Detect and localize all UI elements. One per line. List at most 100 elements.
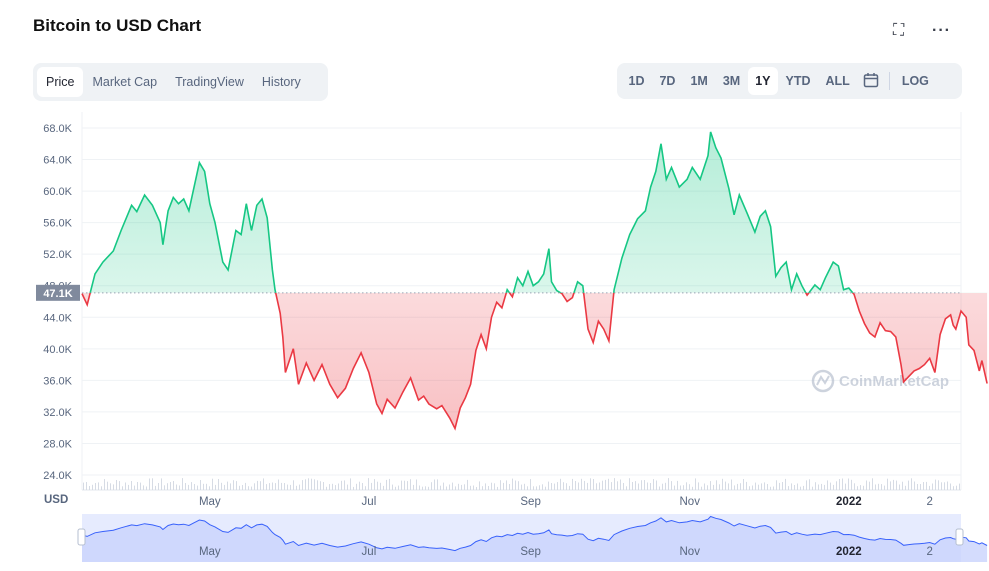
data-point <box>85 303 89 307</box>
volume-bar <box>473 485 474 490</box>
expand-icon[interactable]: ⛶ <box>893 22 905 39</box>
volume-bar <box>953 486 954 490</box>
range-ytd-button[interactable]: YTD <box>785 74 811 88</box>
y-axis-labels: 24.0K28.0K32.0K36.0K40.0K44.0K48.0K52.0K… <box>43 123 72 482</box>
log-scale-button[interactable]: LOG <box>901 74 929 88</box>
data-point <box>873 335 877 339</box>
volume-bar <box>179 485 180 490</box>
volume-bar <box>500 480 501 490</box>
volume-bar <box>329 484 330 490</box>
data-point <box>505 288 509 292</box>
volume-bar <box>419 485 420 490</box>
range-all-button[interactable]: ALL <box>825 74 850 88</box>
data-point <box>670 165 674 169</box>
volume-bar <box>503 482 504 490</box>
data-point <box>612 288 616 292</box>
data-point <box>620 256 624 260</box>
volume-bar <box>746 481 747 490</box>
volume-bar <box>272 482 273 490</box>
volume-bar <box>947 481 948 490</box>
volume-bar <box>620 479 621 490</box>
baseline-badge: 47.1K <box>36 284 80 301</box>
volume-bar <box>209 486 210 490</box>
data-point <box>917 367 921 371</box>
navigator-right-handle[interactable] <box>955 528 964 546</box>
volume-bar <box>959 483 960 490</box>
data-point <box>80 292 84 296</box>
data-point <box>847 286 851 290</box>
volume-bar <box>248 486 249 490</box>
data-point <box>393 406 397 410</box>
data-point <box>753 230 757 234</box>
volume-bar <box>242 485 243 490</box>
volume-bar <box>479 481 480 490</box>
range-1d-button[interactable]: 1D <box>628 74 645 88</box>
volume-bar <box>644 480 645 490</box>
volume-bar <box>206 483 207 490</box>
volume-bar <box>431 482 432 490</box>
volume-bar <box>752 485 753 490</box>
range-1m-button[interactable]: 1M <box>690 74 708 88</box>
volume-bar <box>125 482 126 490</box>
tab-tradingview[interactable]: TradingView <box>175 75 244 89</box>
volume-bar <box>710 481 711 490</box>
volume-bar <box>764 482 765 490</box>
data-point <box>401 390 405 394</box>
volume-bar <box>428 486 429 490</box>
separator <box>889 72 891 90</box>
data-point <box>171 195 175 199</box>
volume-bar <box>305 479 306 490</box>
navigator-left-handle[interactable] <box>77 528 86 546</box>
volume-bar <box>578 482 579 490</box>
volume-bar <box>932 483 933 490</box>
data-point <box>972 348 976 352</box>
volume-bar <box>599 482 600 490</box>
volume-bar <box>392 484 393 490</box>
data-point <box>831 260 835 264</box>
volume-bar <box>401 480 402 490</box>
y-tick-label: 56.0K <box>43 218 72 230</box>
data-point <box>654 169 658 173</box>
volume-bar <box>755 482 756 490</box>
volume-bar <box>164 485 165 490</box>
volume-bar <box>818 484 819 490</box>
range-7d-button[interactable]: 7D <box>659 74 676 88</box>
range-1y-button[interactable]: 1Y <box>747 67 779 95</box>
volume-bar <box>659 486 660 490</box>
data-point <box>706 154 710 158</box>
volume-bar <box>437 479 438 490</box>
x-tick-label: Nov <box>680 496 701 508</box>
data-point <box>857 309 861 313</box>
volume-bar <box>131 481 132 490</box>
volume-bar <box>260 481 261 490</box>
watermark: CoinMarketCap <box>811 369 949 393</box>
tab-price[interactable]: Price <box>37 67 84 97</box>
data-point <box>980 359 984 363</box>
volume-bar <box>395 486 396 490</box>
volume-bar <box>851 479 852 490</box>
range-3m-button[interactable]: 3M <box>722 74 741 88</box>
data-point <box>690 165 694 169</box>
data-point <box>933 371 937 375</box>
volume-bar <box>350 478 351 490</box>
volume-bar <box>314 479 315 490</box>
data-point <box>203 169 207 173</box>
volume-bar <box>89 486 90 490</box>
calendar-icon[interactable] <box>857 72 885 91</box>
volume-bar <box>920 484 921 490</box>
data-point <box>863 322 867 326</box>
tab-history[interactable]: History <box>261 75 301 89</box>
data-point <box>550 280 554 284</box>
more-horizontal-icon[interactable]: ··· <box>932 22 951 39</box>
volume-bar <box>812 486 813 490</box>
volume-bar <box>842 478 843 490</box>
tab-market-cap[interactable]: Market Cap <box>92 75 158 89</box>
volume-bar <box>845 483 846 490</box>
volume-bar <box>368 478 369 490</box>
navigator-tick-label: Nov <box>680 546 701 558</box>
volume-bar <box>353 486 354 490</box>
data-point <box>964 315 968 319</box>
volume-bar <box>803 485 804 490</box>
volume-bar <box>611 482 612 490</box>
